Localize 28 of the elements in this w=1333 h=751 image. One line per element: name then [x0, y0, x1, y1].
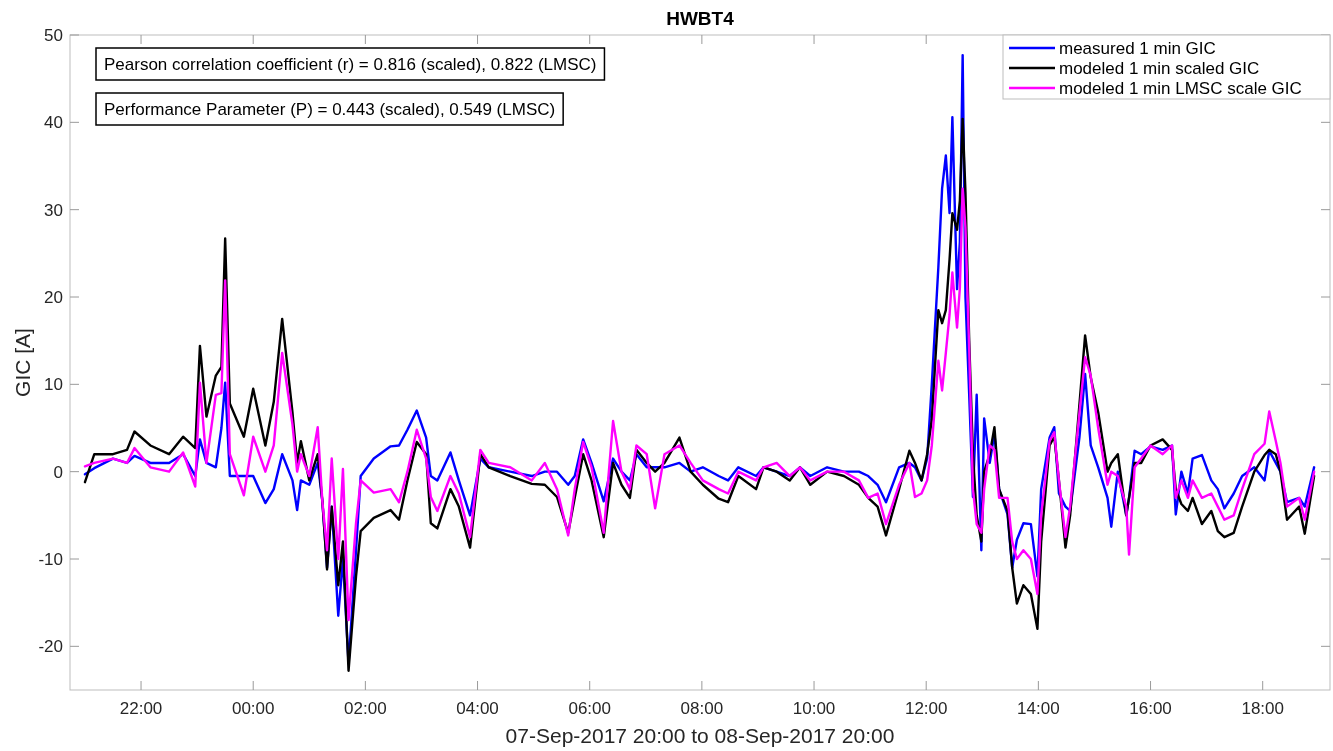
y-tick-label: 0 — [53, 462, 63, 482]
x-tick-label: 10:00 — [792, 699, 836, 718]
annotation: Pearson correlation coefficient (r) = 0.816 (scaled), 0.822 (LMSC) — [104, 55, 597, 74]
x-tick-label: 02:00 — [344, 699, 387, 718]
y-tick-label: -10 — [38, 550, 63, 569]
annotation: Performance Parameter (P) = 0.443 (scaled), 0.549 (LMSC) — [104, 100, 556, 119]
x-tick-label: 16:00 — [1129, 699, 1172, 718]
y-tick-label: 20 — [44, 288, 63, 307]
line-series — [83, 187, 1316, 622]
x-tick-label: 22:00 — [119, 699, 163, 718]
x-tick-label: 04:00 — [456, 699, 499, 718]
x-tick-label: 00:00 — [231, 699, 275, 718]
y-tick-label: 30 — [44, 200, 63, 220]
x-tick-label: 12:00 — [904, 699, 948, 718]
y-tick-label: -20 — [38, 637, 63, 657]
chart-title: HWBT4 — [666, 8, 735, 29]
x-axis-title: 07-Sep-2017 20:00 to 08-Sep-2017 20:00 — [505, 724, 895, 747]
y-tick-label: 50 — [44, 26, 63, 45]
x-tick-label: 14:00 — [1017, 699, 1060, 718]
x-tick-label: 06:00 — [568, 699, 611, 718]
x-tick-label: 18:00 — [1241, 699, 1284, 718]
x-tick-label: 08:00 — [680, 699, 724, 718]
legend-label: measured 1 min GIC — [1059, 39, 1216, 58]
y-axis-title: GIC [A] — [11, 328, 34, 397]
y-tick-label: 40 — [44, 113, 63, 133]
legend-label: modeled 1 min scaled GIC — [1059, 59, 1260, 78]
y-tick-label: 10 — [44, 375, 63, 395]
legend-label: modeled 1 min LMSC scale GIC — [1059, 79, 1302, 98]
